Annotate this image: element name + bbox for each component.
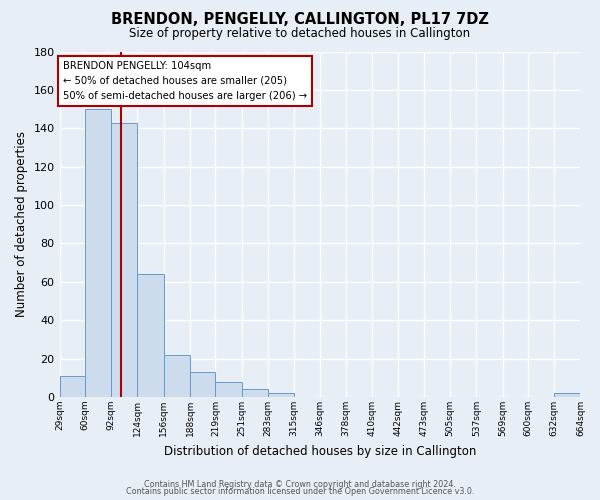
Bar xyxy=(59,376,85,397)
Text: Size of property relative to detached houses in Callington: Size of property relative to detached ho… xyxy=(130,28,470,40)
Bar xyxy=(554,393,581,397)
Y-axis label: Number of detached properties: Number of detached properties xyxy=(15,132,28,318)
Bar xyxy=(111,122,137,397)
Bar xyxy=(137,274,164,397)
Bar xyxy=(215,382,242,397)
X-axis label: Distribution of detached houses by size in Callington: Distribution of detached houses by size … xyxy=(164,444,476,458)
Text: Contains HM Land Registry data © Crown copyright and database right 2024.: Contains HM Land Registry data © Crown c… xyxy=(144,480,456,489)
Bar xyxy=(242,390,268,397)
Text: Contains public sector information licensed under the Open Government Licence v3: Contains public sector information licen… xyxy=(126,488,474,496)
Text: BRENDON, PENGELLY, CALLINGTON, PL17 7DZ: BRENDON, PENGELLY, CALLINGTON, PL17 7DZ xyxy=(111,12,489,28)
Text: BRENDON PENGELLY: 104sqm
← 50% of detached houses are smaller (205)
50% of semi-: BRENDON PENGELLY: 104sqm ← 50% of detach… xyxy=(63,61,307,100)
Bar xyxy=(190,372,215,397)
Bar xyxy=(268,393,294,397)
Bar xyxy=(85,109,111,397)
Bar xyxy=(164,355,190,397)
